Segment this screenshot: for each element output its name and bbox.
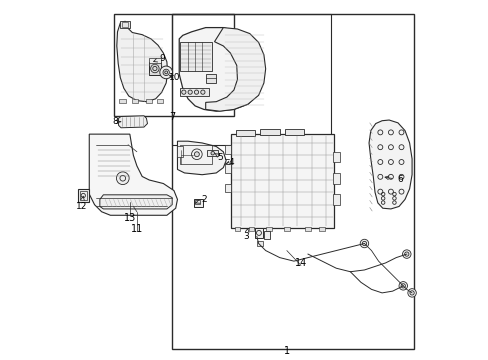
Text: 8: 8 [112, 117, 121, 126]
Bar [224, 145, 231, 153]
Bar [234, 226, 240, 231]
Circle shape [201, 90, 204, 94]
Bar [157, 99, 163, 103]
Bar [256, 241, 263, 246]
Bar [248, 226, 254, 231]
Text: 4: 4 [225, 158, 233, 167]
Circle shape [210, 152, 214, 155]
Polygon shape [117, 21, 167, 102]
Bar [149, 58, 160, 63]
Bar [122, 22, 128, 27]
Text: 9: 9 [153, 54, 165, 63]
Text: 1: 1 [283, 346, 289, 356]
Polygon shape [118, 116, 147, 128]
Polygon shape [100, 195, 172, 209]
Bar [119, 99, 125, 103]
Bar [305, 226, 310, 231]
Text: 12: 12 [76, 196, 87, 211]
Text: 7: 7 [169, 112, 175, 122]
Bar [114, 14, 233, 117]
Bar [207, 150, 218, 156]
Bar [205, 74, 216, 83]
Text: 13: 13 [123, 213, 136, 223]
Bar [231, 134, 333, 228]
Circle shape [160, 66, 172, 79]
Circle shape [402, 250, 410, 258]
Circle shape [360, 239, 368, 248]
Text: 10: 10 [168, 73, 180, 82]
Bar [195, 201, 199, 204]
Polygon shape [368, 120, 411, 209]
Polygon shape [89, 134, 177, 215]
Bar [180, 145, 212, 164]
Bar [264, 231, 270, 239]
Bar [260, 129, 279, 135]
Bar [131, 99, 138, 103]
Bar [333, 152, 339, 162]
Bar [235, 130, 255, 136]
Bar [285, 129, 304, 135]
Text: 11: 11 [130, 224, 142, 234]
Text: 14: 14 [294, 258, 306, 268]
Bar [266, 226, 271, 231]
Circle shape [163, 69, 169, 76]
Text: 5: 5 [214, 153, 223, 162]
Circle shape [182, 90, 185, 94]
Bar [172, 14, 330, 145]
Bar [145, 99, 152, 103]
Circle shape [194, 90, 198, 94]
Bar [224, 164, 231, 173]
Bar [78, 189, 88, 202]
Circle shape [150, 64, 159, 73]
Text: 3: 3 [243, 229, 248, 241]
Bar [80, 190, 87, 201]
Bar [319, 226, 324, 231]
Text: 2: 2 [195, 195, 206, 204]
Bar [333, 173, 339, 184]
Bar [180, 88, 208, 96]
Circle shape [116, 172, 129, 185]
Bar [255, 228, 263, 238]
Text: 6: 6 [384, 175, 403, 184]
Circle shape [407, 289, 415, 297]
Bar [177, 147, 183, 157]
Polygon shape [205, 28, 265, 111]
Bar [120, 21, 130, 28]
Bar [172, 14, 413, 349]
Bar [149, 62, 160, 75]
Bar [180, 42, 212, 71]
Polygon shape [179, 28, 260, 111]
Circle shape [194, 152, 199, 157]
Bar [224, 184, 231, 192]
Circle shape [188, 90, 192, 94]
Bar [333, 194, 339, 205]
Polygon shape [177, 141, 225, 175]
Bar [284, 226, 289, 231]
Bar [194, 199, 203, 207]
Circle shape [398, 282, 407, 290]
